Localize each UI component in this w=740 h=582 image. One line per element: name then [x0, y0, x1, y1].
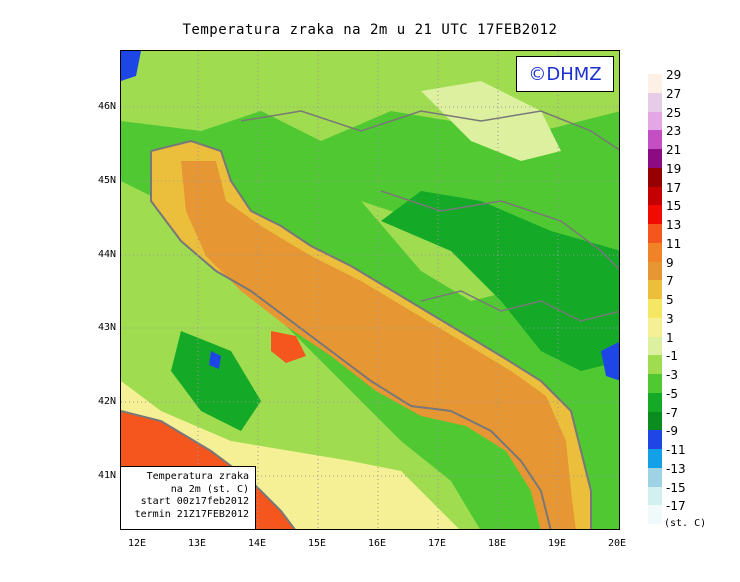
dhmz-logo: ©DHMZ — [516, 56, 614, 92]
legend-swatch — [648, 374, 662, 393]
land-coldest-patch — [121, 51, 141, 81]
legend-label: 17 — [666, 180, 682, 195]
legend-swatch — [648, 430, 662, 450]
info-line: Temperatura zraka — [146, 471, 249, 482]
legend-label: 21 — [666, 143, 682, 157]
legend-label: -11 — [666, 443, 686, 457]
info-line: termin 21Z17FEB2012 — [134, 508, 249, 520]
country-border-inland — [420, 290, 619, 322]
lon-label: 13E — [187, 538, 207, 549]
legend-swatch — [648, 280, 662, 300]
legend-swatch — [648, 130, 662, 150]
legend-swatch — [648, 261, 662, 281]
legend-swatch — [648, 111, 662, 131]
lat-label: 44N — [97, 249, 116, 260]
legend-label: -1 — [666, 349, 678, 364]
land-pale-zone — [421, 81, 561, 161]
lon-label: 15E — [307, 538, 327, 549]
legend-label: 13 — [666, 218, 682, 232]
info-box: Temperatura zraka na 2m (st. C) start 00… — [120, 466, 256, 530]
lon-label: 19E — [547, 538, 567, 549]
graticule — [121, 51, 619, 529]
legend-label: 19 — [666, 161, 682, 176]
legend-label: 23 — [666, 124, 682, 139]
legend-swatch — [648, 486, 662, 506]
legend-swatch — [648, 242, 662, 262]
legend-swatch — [648, 149, 662, 168]
legend-swatch — [648, 392, 662, 412]
legend-swatch — [648, 411, 662, 431]
legend-swatch — [648, 317, 662, 337]
legend-swatch — [648, 224, 662, 243]
lon-label: 20E — [607, 538, 627, 549]
legend-label: -9 — [666, 424, 678, 439]
legend-label: 3 — [666, 311, 674, 326]
coastline-adriatic — [150, 139, 592, 529]
map-title: Temperatura zraka na 2m u 21 UTC 17FEB20… — [182, 22, 558, 38]
legend-label: -15 — [666, 480, 686, 495]
legend-label: -13 — [666, 461, 686, 476]
legend-swatch — [648, 449, 662, 468]
lat-label: 43N — [97, 322, 116, 333]
land-cold-patch-south — [171, 331, 261, 431]
legend-swatch — [648, 467, 662, 487]
lat-label: 45N — [97, 175, 116, 186]
legend-label: -17 — [666, 499, 686, 514]
lon-label: 16E — [367, 538, 387, 549]
legend-swatch — [648, 186, 662, 206]
coastline-italy — [150, 151, 552, 529]
lat-label: 46N — [97, 101, 116, 112]
legend-label: 27 — [666, 86, 682, 101]
country-border-north — [240, 110, 619, 151]
legend-label: 29 — [666, 68, 682, 82]
temperature-map — [120, 50, 620, 530]
legend-swatch — [648, 167, 662, 187]
legend-swatch — [648, 355, 662, 375]
lon-label: 18E — [487, 538, 507, 549]
legend-swatch — [648, 92, 662, 112]
legend-swatch — [648, 505, 662, 525]
lon-label: 12E — [127, 538, 147, 549]
legend-label: 11 — [666, 236, 682, 251]
legend-label: -3 — [666, 368, 678, 382]
legend-swatch — [648, 336, 662, 356]
lon-label: 17E — [427, 538, 447, 549]
sea-adriatic-core — [181, 161, 576, 529]
info-line: start 00z17feb2012 — [140, 496, 249, 507]
legend-label: 15 — [666, 199, 682, 214]
country-border-balkan — [380, 190, 619, 271]
legend-label: -5 — [666, 386, 678, 401]
legend-label: 5 — [666, 293, 674, 307]
legend-unit: (st. C) — [664, 518, 707, 529]
legend-swatch — [648, 74, 662, 93]
map-canvas — [121, 51, 619, 529]
legend-label: -7 — [666, 405, 678, 420]
land-cold-patch — [381, 191, 619, 371]
lat-label: 41N — [97, 470, 116, 481]
lon-label: 14E — [247, 538, 267, 549]
legend-label: 25 — [666, 105, 682, 120]
sea-adriatic-warm-spot — [271, 331, 306, 363]
land-coldest-patch-2 — [209, 351, 221, 369]
lat-label: 42N — [97, 396, 116, 407]
legend-swatch — [648, 205, 662, 225]
legend-label: 9 — [666, 255, 674, 270]
legend-swatch — [648, 299, 662, 318]
legend-label: 1 — [666, 330, 674, 345]
legend-label: 7 — [666, 274, 674, 289]
land-coldest-patch-3 — [601, 342, 619, 381]
info-line: na 2m (st. C) — [170, 483, 249, 495]
